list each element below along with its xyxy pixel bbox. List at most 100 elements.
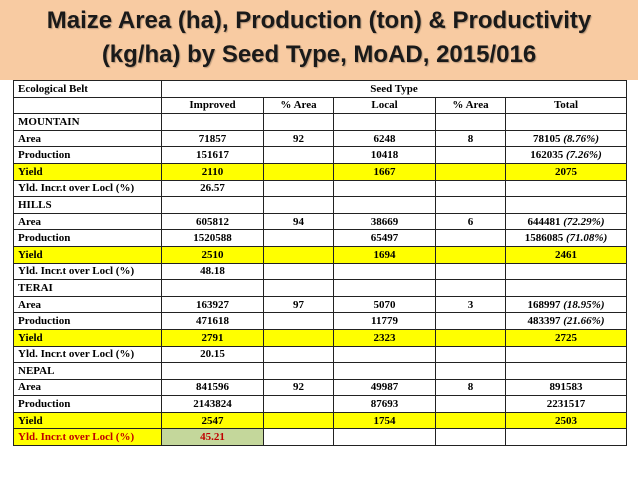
empty-cell — [435, 362, 506, 380]
yield-increase-row: Yld. Incr.t over Locl (%) 20.15 — [13, 345, 628, 364]
row-label: Area — [13, 129, 162, 148]
yield-local: 1694 — [333, 245, 436, 264]
empty-cell — [504, 262, 628, 281]
area-total: 644481 (72.29%) — [504, 212, 628, 231]
area-total: 891583 — [504, 378, 628, 397]
area-local: 5070 — [333, 295, 436, 314]
area-total: 78105 (8.76%) — [504, 129, 628, 148]
production-local: 87693 — [333, 395, 436, 413]
empty-cell — [435, 245, 506, 264]
production-total-share: (71.08%) — [566, 232, 608, 245]
empty-cell — [263, 196, 334, 214]
row-label: Yield — [13, 411, 162, 430]
section-name: NEPAL — [13, 362, 162, 380]
area-pct-improved: 94 — [263, 212, 334, 231]
slide-title: Maize Area (ha), Production (ton) & Prod… — [0, 4, 638, 72]
subheader-row: Improved % Area Local % Area Total — [13, 96, 628, 115]
yield-improved: 2510 — [161, 245, 264, 264]
slide-title-line1: Maize Area (ha), Production (ton) & Prod… — [46, 7, 592, 34]
maize-table: Ecological Belt Seed Type Improved % Are… — [13, 80, 628, 447]
yield-increase-row: Yld. Incr.t over Locl (%) 26.57 — [13, 179, 628, 198]
yield-increase-row: Yld. Incr.t over Locl (%) 45.21 — [13, 428, 628, 447]
empty-cell — [161, 362, 264, 380]
empty-cell — [333, 179, 436, 198]
row-label: Yld. Incr.t over Locl (%) — [13, 262, 162, 281]
row-label: Yld. Incr.t over Locl (%) — [13, 345, 162, 364]
empty-cell — [263, 411, 334, 430]
subheader-pct-area-improved: % Area — [263, 96, 334, 115]
empty-cell — [263, 162, 334, 181]
yield-local: 1667 — [333, 162, 436, 181]
area-row: Area 841596 92 49987 8 891583 — [13, 378, 628, 397]
area-row: Area 163927 97 5070 3 168997 (18.95%) — [13, 295, 628, 314]
empty-cell — [263, 179, 334, 198]
row-label: Area — [13, 212, 162, 231]
header-row: Ecological Belt Seed Type — [13, 80, 628, 98]
empty-cell — [333, 345, 436, 364]
empty-cell — [504, 428, 628, 447]
production-local: 11779 — [333, 312, 436, 330]
production-local: 65497 — [333, 229, 436, 247]
subheader-local: Local — [333, 96, 436, 115]
area-total-share: (72.29%) — [563, 215, 605, 228]
empty-cell — [435, 279, 506, 297]
production-row: Production 471618 11779 483397 (21.66%) — [13, 312, 628, 330]
header-ecological-belt: Ecological Belt — [13, 80, 162, 98]
area-pct-improved: 92 — [263, 378, 334, 397]
area-total-value: 891583 — [549, 381, 583, 394]
empty-cell — [504, 279, 628, 297]
empty-cell — [263, 229, 334, 247]
row-label: Yield — [13, 245, 162, 264]
empty-cell — [504, 113, 628, 131]
yield-increase-value: 20.15 — [161, 345, 264, 364]
empty-cell — [435, 146, 506, 164]
yield-local: 1754 — [333, 411, 436, 430]
yield-row: Yield 2791 2323 2725 — [13, 328, 628, 347]
empty-cell — [161, 279, 264, 297]
slide-title-line2: (kg/ha) by Seed Type, MoAD, 2015/016 — [101, 41, 537, 68]
empty-cell — [263, 113, 334, 131]
header-seed-type: Seed Type — [160, 80, 628, 98]
row-label: Yield — [13, 328, 162, 347]
row-label: Production — [13, 146, 162, 164]
empty-cell — [435, 328, 506, 347]
production-total: 162035 (7.26%) — [504, 146, 628, 164]
yield-increase-value: 45.21 — [161, 428, 264, 447]
yield-improved: 2110 — [161, 162, 264, 181]
production-total: 483397 (21.66%) — [504, 312, 628, 330]
area-total-value: 644481 — [527, 215, 561, 228]
yield-increase-value: 48.18 — [161, 262, 264, 281]
subheader-pct-area-local: % Area — [435, 96, 506, 115]
empty-cell — [161, 196, 264, 214]
yield-row: Yield 2510 1694 2461 — [13, 245, 628, 264]
production-improved: 1520588 — [161, 229, 264, 247]
empty-cell — [333, 196, 436, 214]
area-total-share: (8.76%) — [563, 132, 599, 145]
subheader-improved: Improved — [161, 96, 264, 115]
yield-total: 2503 — [504, 411, 628, 430]
empty-cell — [504, 179, 628, 198]
yield-improved: 2791 — [161, 328, 264, 347]
production-total-value: 1586085 — [524, 232, 564, 245]
row-label: Production — [13, 312, 162, 330]
production-total-share: (7.26%) — [566, 149, 602, 162]
production-improved: 471618 — [161, 312, 264, 330]
area-total-value: 168997 — [527, 298, 561, 311]
area-improved: 605812 — [161, 212, 264, 231]
empty-cell — [435, 411, 506, 430]
area-pct-local: 3 — [435, 295, 506, 314]
production-total: 1586085 (71.08%) — [504, 229, 628, 247]
yield-row: Yield 2547 1754 2503 — [13, 411, 628, 430]
empty-cell — [263, 395, 334, 413]
yield-increase-row: Yld. Incr.t over Locl (%) 48.18 — [13, 262, 628, 281]
production-total: 2231517 — [504, 395, 628, 413]
area-pct-local: 6 — [435, 212, 506, 231]
title-band — [0, 0, 638, 80]
area-row: Area 71857 92 6248 8 78105 (8.76%) — [13, 129, 628, 148]
row-label: Yld. Incr.t over Locl (%) — [13, 428, 162, 447]
row-label: Yield — [13, 162, 162, 181]
empty-cell — [435, 312, 506, 330]
yield-row: Yield 2110 1667 2075 — [13, 162, 628, 181]
production-improved: 151617 — [161, 146, 264, 164]
empty-cell — [504, 362, 628, 380]
